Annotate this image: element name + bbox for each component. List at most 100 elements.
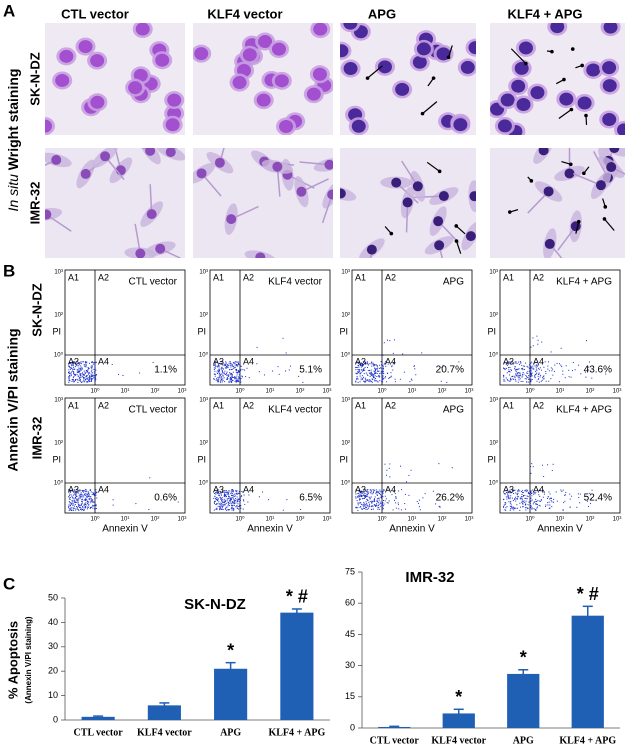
event-dot (571, 370, 573, 372)
event-dot (76, 507, 78, 509)
event-dot (85, 497, 87, 499)
event-dot (370, 371, 372, 373)
event-dot (68, 378, 70, 380)
event-dot (552, 463, 554, 465)
nucleus (544, 238, 555, 249)
event-dot (402, 353, 404, 355)
event-dot (94, 367, 96, 369)
event-dot (300, 508, 302, 510)
y-tick-label: 10² (489, 441, 498, 447)
event-dot (222, 375, 224, 377)
event-dot (220, 504, 222, 506)
event-dot (530, 492, 532, 494)
x-tick-label: 10¹ (121, 517, 130, 523)
cell-process (401, 160, 419, 187)
event-dot (528, 493, 530, 495)
event-dot (83, 364, 85, 366)
event-dot (503, 368, 505, 370)
x-tick-label: 10¹ (556, 389, 565, 395)
quadrant-label: A4 (243, 356, 254, 366)
event-dot (74, 362, 76, 364)
event-dot (80, 492, 82, 494)
event-dot (239, 363, 241, 365)
event-dot (529, 364, 531, 366)
event-dot (93, 508, 95, 510)
event-dot (374, 368, 376, 370)
event-dot (376, 500, 378, 502)
nucleus (90, 95, 105, 109)
nucleus (146, 209, 157, 220)
nucleus (145, 148, 156, 156)
event-dot (237, 365, 239, 367)
y-axis-label: PI (487, 454, 496, 464)
event-dot (384, 377, 386, 379)
event-dot (532, 337, 534, 339)
event-dot (387, 489, 389, 491)
event-dot (81, 508, 83, 510)
event-dot (222, 361, 224, 363)
event-dot (227, 364, 229, 366)
event-dot (239, 505, 241, 507)
event-dot (237, 372, 239, 374)
event-dot (83, 380, 85, 382)
event-dot (89, 496, 91, 498)
event-dot (227, 494, 229, 496)
event-dot (527, 366, 529, 368)
event-dot (382, 507, 384, 509)
event-dot (77, 502, 79, 504)
micrograph (340, 23, 476, 135)
event-dot (76, 508, 78, 510)
event-dot (73, 361, 75, 363)
event-dot (382, 365, 384, 367)
event-dot (222, 372, 224, 374)
event-dot (399, 378, 401, 380)
event-dot (524, 507, 526, 509)
event-dot (228, 490, 230, 492)
event-dot (523, 373, 525, 375)
event-dot (358, 502, 360, 504)
event-dot (237, 503, 239, 505)
event-dot (226, 498, 228, 500)
event-dot (360, 502, 362, 504)
quadrant-label: A3 (503, 356, 514, 366)
event-dot (73, 503, 75, 505)
event-dot (90, 502, 92, 504)
event-dot (87, 507, 89, 509)
event-dot (85, 370, 87, 372)
event-dot (374, 496, 376, 498)
event-dot (508, 369, 510, 371)
event-dot (535, 373, 537, 375)
nucleus (434, 240, 445, 251)
event-dot (359, 365, 361, 367)
y-tick-label: 0 (53, 714, 58, 724)
event-dot (81, 368, 83, 370)
panel-label: C (3, 574, 15, 593)
event-dot (374, 372, 376, 374)
event-dot (242, 369, 244, 371)
event-dot (549, 493, 551, 495)
event-dot (356, 366, 358, 368)
y-axis-label: % Apoptosis (5, 621, 20, 699)
chart-title: SK-N-DZ (184, 596, 246, 613)
event-dot (530, 379, 532, 381)
event-dot (379, 501, 381, 503)
event-dot (239, 375, 241, 377)
event-dot (519, 506, 521, 508)
event-dot (510, 362, 512, 364)
event-dot (363, 503, 365, 505)
event-dot (430, 354, 432, 356)
event-dot (527, 508, 529, 510)
event-dot (90, 496, 92, 498)
event-dot (571, 495, 573, 497)
event-dot (506, 498, 508, 500)
event-dot (398, 490, 400, 492)
event-dot (522, 492, 524, 494)
event-dot (378, 503, 380, 505)
event-dot (91, 372, 93, 374)
event-dot (72, 364, 74, 366)
event-dot (534, 492, 536, 494)
event-dot (84, 381, 86, 383)
event-dot (220, 498, 222, 500)
event-dot (388, 500, 390, 502)
event-dot (86, 377, 88, 379)
